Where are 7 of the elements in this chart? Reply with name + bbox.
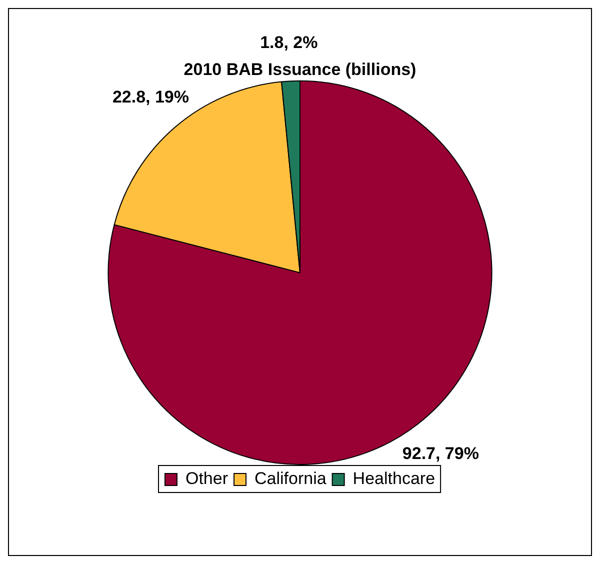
data-label: 92.7, 79% [402, 444, 479, 464]
legend-label: Other [185, 469, 228, 488]
data-label: 1.8, 2% [260, 32, 318, 52]
text: 2010 BAB Issuance (billions) [184, 60, 416, 79]
data-label: 22.8, 19% [112, 88, 190, 107]
legend-label: California [254, 469, 327, 488]
legend-label: Healthcare [352, 469, 436, 488]
